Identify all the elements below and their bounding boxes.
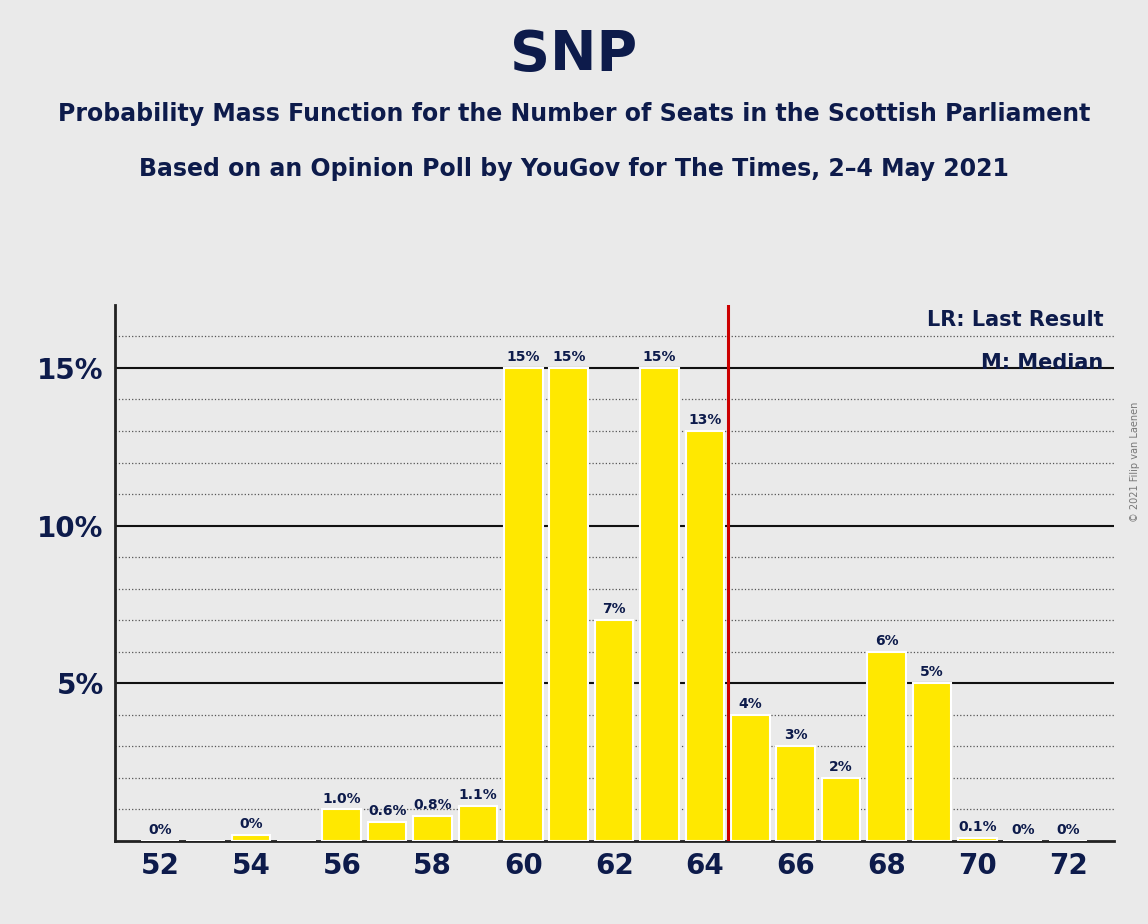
Text: 7%: 7% bbox=[603, 602, 626, 616]
Bar bbox=[959, 838, 996, 841]
Text: Probability Mass Function for the Number of Seats in the Scottish Parliament: Probability Mass Function for the Number… bbox=[57, 102, 1091, 126]
Bar bbox=[595, 620, 634, 841]
Text: Based on an Opinion Poll by YouGov for The Times, 2–4 May 2021: Based on an Opinion Poll by YouGov for T… bbox=[139, 157, 1009, 181]
Bar bbox=[867, 651, 906, 841]
Bar bbox=[413, 816, 452, 841]
Bar bbox=[731, 715, 769, 841]
Text: 3%: 3% bbox=[784, 728, 807, 743]
Text: LR: LR bbox=[646, 595, 673, 614]
Bar bbox=[323, 809, 362, 841]
Text: M: M bbox=[559, 711, 579, 731]
Text: © 2021 Filip van Laenen: © 2021 Filip van Laenen bbox=[1130, 402, 1140, 522]
Text: 0%: 0% bbox=[1011, 823, 1034, 837]
Text: 0.6%: 0.6% bbox=[369, 804, 406, 818]
Bar bbox=[776, 747, 815, 841]
Text: M: Median: M: Median bbox=[982, 353, 1103, 373]
Text: 4%: 4% bbox=[738, 697, 762, 711]
Text: 1.0%: 1.0% bbox=[323, 792, 362, 806]
Bar bbox=[913, 683, 952, 841]
Bar bbox=[504, 368, 543, 841]
Bar bbox=[685, 431, 724, 841]
Text: 0%: 0% bbox=[148, 823, 172, 837]
Text: 0%: 0% bbox=[239, 817, 263, 831]
Text: 0.8%: 0.8% bbox=[413, 797, 452, 812]
Bar bbox=[459, 806, 497, 841]
Bar bbox=[367, 822, 406, 841]
Text: 2%: 2% bbox=[829, 760, 853, 774]
Bar bbox=[641, 368, 678, 841]
Text: 0%: 0% bbox=[1056, 823, 1080, 837]
Text: 15%: 15% bbox=[506, 350, 540, 364]
Text: 13%: 13% bbox=[689, 413, 722, 427]
Text: 15%: 15% bbox=[552, 350, 585, 364]
Text: 5%: 5% bbox=[920, 665, 944, 679]
Text: SNP: SNP bbox=[511, 28, 637, 81]
Text: 1.1%: 1.1% bbox=[458, 788, 497, 802]
Bar bbox=[232, 834, 270, 841]
Text: 0.1%: 0.1% bbox=[959, 820, 996, 833]
Text: LR: Last Result: LR: Last Result bbox=[926, 310, 1103, 330]
Bar bbox=[822, 778, 861, 841]
Bar bbox=[550, 368, 588, 841]
Text: 15%: 15% bbox=[643, 350, 676, 364]
Text: 6%: 6% bbox=[875, 634, 899, 648]
